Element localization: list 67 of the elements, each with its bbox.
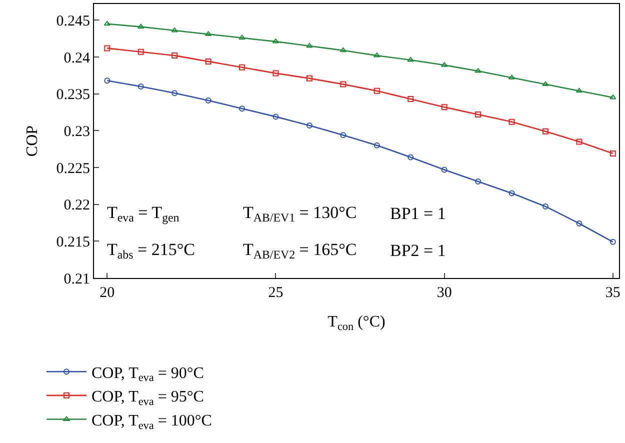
x-tick-label: 35 — [605, 285, 620, 301]
point — [138, 83, 144, 90]
legend-label: COP, T$_{eva}$ = 100°C — [92, 412, 212, 432]
point — [340, 47, 347, 52]
point — [171, 28, 178, 32]
y-tick-label: 0.225 — [56, 160, 90, 177]
point — [441, 104, 448, 110]
y-tick-label: 0.24 — [64, 50, 90, 66]
annotation: T$_{AB/EV1}$ = 130°C — [243, 203, 357, 225]
point — [408, 154, 414, 160]
point — [137, 24, 144, 29]
point — [172, 90, 178, 96]
point — [104, 20, 111, 26]
point — [610, 238, 616, 245]
point — [610, 150, 616, 157]
x-axis-title: T$_{con}$ (°C) — [328, 314, 386, 334]
point — [374, 52, 380, 58]
point — [340, 81, 346, 88]
point — [610, 94, 616, 100]
point — [172, 52, 178, 59]
x-tick-label: 20 — [100, 285, 115, 301]
point — [374, 142, 380, 148]
x-tick-label: 25 — [268, 285, 284, 301]
point — [542, 128, 548, 134]
point — [272, 70, 279, 76]
point — [576, 88, 583, 93]
y-axis-title: COP — [24, 125, 42, 157]
point — [542, 81, 549, 86]
annotation: BP1 = 1 — [390, 204, 446, 223]
point — [340, 132, 346, 138]
legend-label: COP, T$_{eva}$ = 95°C — [92, 388, 204, 408]
legend-label: COP, T$_{eva}$ = 90°C — [92, 364, 204, 384]
y-tick-label: 0.22 — [64, 198, 90, 214]
point — [138, 48, 144, 55]
point — [407, 56, 414, 62]
point — [205, 97, 212, 104]
point — [508, 190, 515, 196]
y-tick-label: 0.21 — [64, 271, 90, 288]
point — [374, 88, 380, 94]
point — [475, 111, 482, 118]
point — [205, 58, 212, 64]
point — [104, 45, 110, 52]
y-tick-label: 0.23 — [64, 124, 90, 140]
y-tick-label: 0.215 — [56, 234, 90, 250]
point — [239, 106, 246, 112]
annotation: T$_{abs}$ = 215°C — [107, 240, 195, 262]
y-tick-label: 0.245 — [56, 13, 90, 30]
x-tick-label: 30 — [436, 285, 452, 301]
point — [508, 118, 515, 125]
point — [441, 166, 448, 173]
point — [542, 204, 548, 210]
point — [408, 96, 414, 102]
point — [238, 34, 246, 40]
annotation: T$_{eva}$ = T$_{gen}$ — [107, 203, 180, 225]
y-tick-label: 0.235 — [56, 87, 90, 104]
point — [306, 122, 312, 129]
point — [576, 220, 582, 226]
point — [104, 78, 110, 84]
annotation: BP2 = 1 — [390, 241, 446, 260]
point — [306, 75, 312, 82]
point — [474, 68, 482, 73]
point — [576, 138, 582, 145]
annotation: T$_{AB/EV2}$ = 165°C — [243, 240, 357, 262]
point — [272, 114, 279, 120]
point — [306, 42, 313, 48]
point — [239, 64, 246, 70]
point — [475, 178, 482, 185]
